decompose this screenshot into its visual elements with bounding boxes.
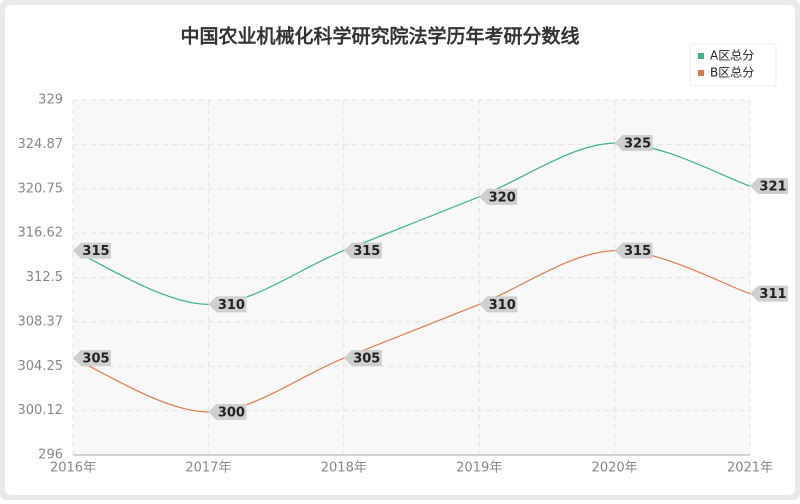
data-label: 325	[624, 137, 651, 152]
data-label: 321	[759, 180, 786, 195]
data-label: 315	[353, 244, 380, 259]
data-label: 300	[218, 405, 245, 420]
y-tick-label: 329	[38, 93, 63, 108]
grid: 296 300.12 304.25 308.37 312.5 316.62 320.75 32…	[18, 93, 774, 476]
x-tick-label: 2020年	[592, 461, 638, 476]
y-tick-label: 296	[38, 448, 63, 463]
chart-title: 中国农业机械化科学研究院法学历年考研分数线	[180, 25, 579, 48]
legend-swatch	[698, 70, 704, 76]
x-tick-label: 2016年	[50, 461, 96, 476]
legend-label: B区总分	[710, 66, 754, 80]
x-tick-label: 2019年	[456, 461, 502, 476]
y-tick-label: 312.5	[26, 270, 63, 285]
y-tick-label: 300.12	[18, 403, 64, 418]
data-label-tag	[208, 296, 247, 313]
data-label-tag	[614, 242, 653, 259]
data-label: 311	[759, 287, 786, 302]
data-label: 305	[82, 352, 109, 367]
data-label: 310	[489, 298, 516, 313]
x-tick-label: 2017年	[185, 461, 231, 476]
y-tick-label: 320.75	[18, 181, 64, 196]
data-label: 310	[218, 298, 245, 313]
data-label: 320	[489, 190, 516, 205]
legend: A区总分 B区总分	[689, 43, 777, 87]
legend-box	[689, 43, 777, 87]
data-label-tag	[208, 403, 247, 420]
x-tick-label: 2021年	[727, 461, 773, 476]
y-tick-label: 304.25	[18, 359, 64, 374]
data-label: 315	[624, 244, 651, 259]
x-tick-label: 2018年	[321, 461, 367, 476]
y-tick-label: 308.37	[18, 314, 64, 329]
legend-swatch	[698, 53, 704, 59]
data-label: 305	[353, 352, 380, 367]
data-label-tag	[479, 296, 518, 313]
data-label-tag	[343, 242, 382, 259]
labels: 315 310 315 320 325 321 305 300 305 310 315 311	[73, 135, 788, 420]
y-tick-label: 324.87	[18, 137, 64, 152]
data-label-tag	[73, 350, 111, 367]
data-label-tag	[750, 285, 788, 302]
data-label: 315	[82, 244, 109, 259]
y-tick-label: 316.62	[18, 226, 64, 241]
legend-label: A区总分	[710, 49, 754, 63]
data-label-tag	[343, 350, 382, 367]
data-label-tag	[614, 135, 653, 152]
data-label-tag	[750, 178, 788, 195]
data-label-tag	[479, 188, 518, 205]
data-label-tag	[73, 242, 111, 259]
